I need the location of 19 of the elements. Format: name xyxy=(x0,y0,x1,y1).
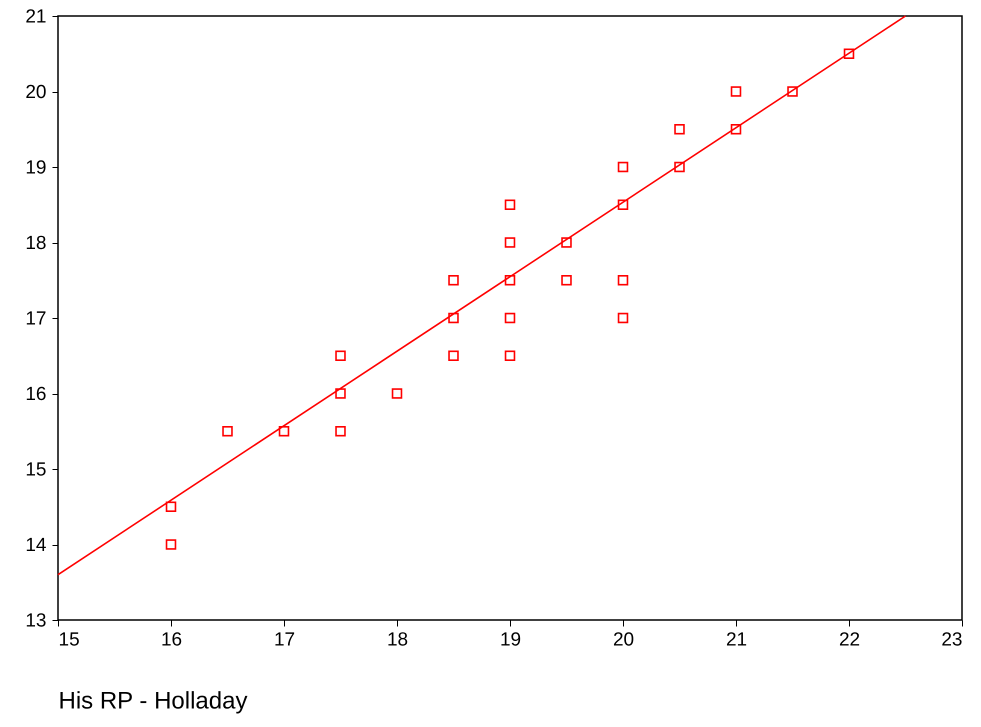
y-tick-label: 15 xyxy=(25,460,46,480)
y-tick-label: 19 xyxy=(25,158,46,178)
x-tick-label: 18 xyxy=(386,630,408,650)
x-tick-label: 20 xyxy=(612,630,634,650)
x-tick-label: 22 xyxy=(838,630,860,650)
y-tick-label: 21 xyxy=(25,6,46,28)
x-axis-title: His RP - Holladay xyxy=(58,688,248,714)
x-tick-label: 19 xyxy=(500,630,522,650)
y-tick-label: 20 xyxy=(25,82,46,103)
y-tick-label: 18 xyxy=(25,233,46,254)
y-tick-label: 16 xyxy=(25,384,46,405)
x-tick-label: 23 xyxy=(941,630,962,650)
x-tick-label: 17 xyxy=(274,630,296,650)
y-tick-label: 14 xyxy=(25,535,47,556)
x-tick-label: 15 xyxy=(58,630,80,650)
x-tick-label: 16 xyxy=(160,630,182,650)
x-tick-label: 21 xyxy=(726,630,748,650)
y-tick-label: 13 xyxy=(25,610,46,632)
y-tick-label: 17 xyxy=(25,308,46,330)
